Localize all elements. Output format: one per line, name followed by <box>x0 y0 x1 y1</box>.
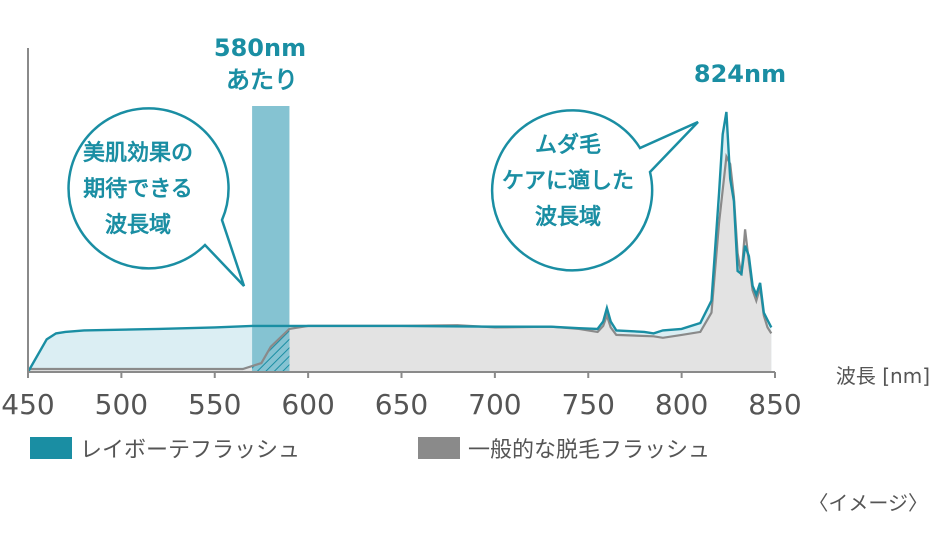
legend: レイボーテフラッシュ 一般的な脱毛フラッシュ <box>30 437 710 463</box>
x-tick-label-600: 600 <box>281 388 334 421</box>
x-tick-label-550: 550 <box>188 388 241 421</box>
legend-swatch-reibote <box>30 437 72 459</box>
peak-label-580-line2: あたり <box>226 66 298 94</box>
legend-label-reibote: レイボーテフラッシュ <box>80 438 300 463</box>
bubble-right-line3: 波長域 <box>535 204 601 230</box>
x-tick-label-800: 800 <box>655 388 708 421</box>
bubble-left: 美肌効果の 期待できる 波長域 <box>67 107 246 287</box>
peak-label-824: 824nm <box>694 60 786 88</box>
image-note: 〈イメージ〉 <box>808 491 928 515</box>
bubble-right-line1: ムダ毛 <box>535 132 601 158</box>
bubble-right-shape <box>490 109 699 272</box>
bubble-left-line3: 波長域 <box>105 212 171 238</box>
x-axis-label: 波長 [nm] <box>836 364 930 388</box>
series-area-general <box>28 156 772 372</box>
bubble-left-shape <box>67 107 246 287</box>
x-tick-label-750: 750 <box>562 388 615 421</box>
series-line-reibote <box>26 111 773 373</box>
bubble-left-line1: 美肌効果の <box>83 140 193 166</box>
x-tick-label-700: 700 <box>468 388 521 421</box>
x-tick-label-850: 850 <box>748 388 801 421</box>
x-tick-label-450: 450 <box>1 388 54 421</box>
peak-label-580-line1: 580nm <box>214 34 306 62</box>
bubble-left-line2: 期待できる <box>83 176 193 202</box>
x-tick-label-500: 500 <box>95 388 148 421</box>
x-ticks: 450 500 550 600 650 700 750 800 850 <box>1 372 802 421</box>
bubble-right-line2: ケアに適した <box>502 168 634 194</box>
legend-swatch-general <box>418 437 460 459</box>
highlight-band-580 <box>252 106 290 372</box>
x-tick-label-650: 650 <box>375 388 428 421</box>
bubble-right: ムダ毛 ケアに適した 波長域 <box>490 109 699 272</box>
legend-label-general: 一般的な脱毛フラッシュ <box>468 438 710 463</box>
